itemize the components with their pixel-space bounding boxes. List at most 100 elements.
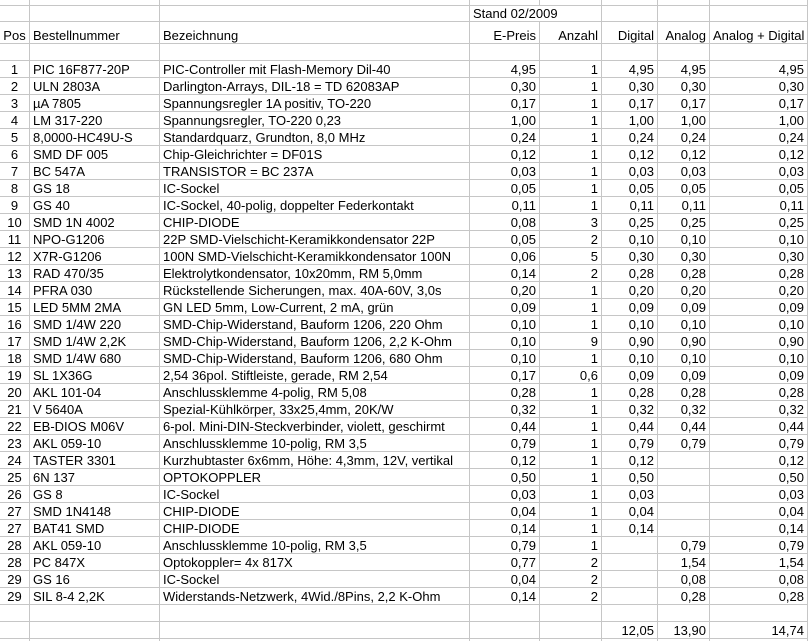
cell-pos[interactable]: 24 xyxy=(0,451,30,469)
cell-analog-digital[interactable]: 0,03 xyxy=(709,485,808,503)
empty-cell[interactable] xyxy=(601,5,658,22)
cell-digital[interactable]: 0,30 xyxy=(601,247,658,265)
cell-analog-digital[interactable]: 0,25 xyxy=(709,213,808,231)
cell-anzahl[interactable]: 1 xyxy=(539,502,602,520)
cell-analog-digital[interactable]: 0,28 xyxy=(709,383,808,401)
empty-cell[interactable] xyxy=(469,621,540,639)
cell-analog[interactable]: 0,03 xyxy=(657,162,710,180)
cell-bestellnummer[interactable]: µA 7805 xyxy=(29,94,160,112)
cell-pos[interactable]: 12 xyxy=(0,247,30,265)
cell-pos[interactable]: 16 xyxy=(0,315,30,333)
cell-anzahl[interactable]: 1 xyxy=(539,536,602,554)
cell-pos[interactable]: 17 xyxy=(0,332,30,350)
cell-bestellnummer[interactable]: LM 317-220 xyxy=(29,111,160,129)
cell-digital[interactable]: 0,10 xyxy=(601,349,658,367)
cell-analog[interactable]: 0,28 xyxy=(657,587,710,605)
empty-cell[interactable] xyxy=(657,43,710,61)
cell-anzahl[interactable]: 1 xyxy=(539,128,602,146)
cell-anzahl[interactable]: 2 xyxy=(539,230,602,248)
header-bezeichnung[interactable]: Bezeichnung xyxy=(159,21,470,44)
cell-analog-digital[interactable]: 1,54 xyxy=(709,553,808,571)
cell-pos[interactable]: 29 xyxy=(0,587,30,605)
empty-cell[interactable] xyxy=(657,5,710,22)
cell-anzahl[interactable]: 1 xyxy=(539,281,602,299)
cell-bestellnummer[interactable]: ULN 2803A xyxy=(29,77,160,95)
cell-digital[interactable]: 0,79 xyxy=(601,434,658,452)
empty-cell[interactable] xyxy=(159,5,470,22)
cell-digital[interactable]: 0,03 xyxy=(601,162,658,180)
cell-digital[interactable]: 0,50 xyxy=(601,468,658,486)
cell-bezeichnung[interactable]: PIC-Controller mit Flash-Memory Dil-40 xyxy=(159,60,470,78)
cell-bezeichnung[interactable]: SMD-Chip-Widerstand, Bauform 1206, 2,2 K… xyxy=(159,332,470,350)
cell-digital[interactable]: 0,44 xyxy=(601,417,658,435)
cell-pos[interactable]: 27 xyxy=(0,519,30,537)
cell-bestellnummer[interactable]: SMD 1/4W 2,2K xyxy=(29,332,160,350)
cell-bezeichnung[interactable]: GN LED 5mm, Low-Current, 2 mA, grün xyxy=(159,298,470,316)
cell-e-preis[interactable]: 0,14 xyxy=(469,519,540,537)
cell-anzahl[interactable]: 1 xyxy=(539,400,602,418)
cell-analog[interactable]: 0,32 xyxy=(657,400,710,418)
cell-digital[interactable]: 0,30 xyxy=(601,77,658,95)
cell-bestellnummer[interactable]: SIL 8-4 2,2K xyxy=(29,587,160,605)
cell-analog[interactable]: 0,10 xyxy=(657,349,710,367)
cell-anzahl[interactable]: 9 xyxy=(539,332,602,350)
cell-analog[interactable]: 0,28 xyxy=(657,264,710,282)
cell-e-preis[interactable]: 0,10 xyxy=(469,315,540,333)
cell-bezeichnung[interactable]: 22P SMD-Vielschicht-Keramikkondensator 2… xyxy=(159,230,470,248)
cell-bezeichnung[interactable]: Kurzhubtaster 6x6mm, Höhe: 4,3mm, 12V, v… xyxy=(159,451,470,469)
cell-analog[interactable]: 0,79 xyxy=(657,434,710,452)
cell-e-preis[interactable]: 0,04 xyxy=(469,502,540,520)
empty-cell[interactable] xyxy=(159,621,470,639)
empty-cell[interactable] xyxy=(601,43,658,61)
cell-anzahl[interactable]: 1 xyxy=(539,60,602,78)
cell-bestellnummer[interactable]: PC 847X xyxy=(29,553,160,571)
cell-analog[interactable] xyxy=(657,502,710,520)
cell-bestellnummer[interactable]: SMD 1/4W 680 xyxy=(29,349,160,367)
cell-digital[interactable]: 0,10 xyxy=(601,315,658,333)
cell-digital[interactable]: 4,95 xyxy=(601,60,658,78)
cell-bestellnummer[interactable]: GS 40 xyxy=(29,196,160,214)
cell-bezeichnung[interactable]: CHIP-DIODE xyxy=(159,213,470,231)
cell-bestellnummer[interactable]: NPO-G1206 xyxy=(29,230,160,248)
cell-bezeichnung[interactable]: IC-Sockel xyxy=(159,570,470,588)
header-e-preis[interactable]: E-Preis xyxy=(469,21,540,44)
cell-bestellnummer[interactable]: V 5640A xyxy=(29,400,160,418)
cell-digital[interactable]: 0,03 xyxy=(601,485,658,503)
cell-analog-digital[interactable]: 0,20 xyxy=(709,281,808,299)
cell-analog[interactable] xyxy=(657,468,710,486)
cell-anzahl[interactable]: 2 xyxy=(539,553,602,571)
cell-anzahl[interactable]: 1 xyxy=(539,94,602,112)
cell-pos[interactable]: 28 xyxy=(0,536,30,554)
cell-bestellnummer[interactable]: SMD DF 005 xyxy=(29,145,160,163)
cell-analog[interactable]: 0,09 xyxy=(657,366,710,384)
cell-analog-digital[interactable]: 0,05 xyxy=(709,179,808,197)
cell-pos[interactable]: 10 xyxy=(0,213,30,231)
total-analog-cell[interactable]: 13,90 xyxy=(657,621,710,639)
cell-bestellnummer[interactable]: PIC 16F877-20P xyxy=(29,60,160,78)
cell-bezeichnung[interactable]: TRANSISTOR = BC 237A xyxy=(159,162,470,180)
empty-cell[interactable] xyxy=(539,621,602,639)
cell-bezeichnung[interactable]: Chip-Gleichrichter = DF01S xyxy=(159,145,470,163)
header-anzahl[interactable]: Anzahl xyxy=(539,21,602,44)
empty-cell[interactable] xyxy=(0,43,30,61)
cell-e-preis[interactable]: 0,11 xyxy=(469,196,540,214)
cell-e-preis[interactable]: 0,77 xyxy=(469,553,540,571)
empty-cell[interactable] xyxy=(709,604,808,622)
cell-analog-digital[interactable]: 0,04 xyxy=(709,502,808,520)
cell-analog-digital[interactable]: 0,10 xyxy=(709,349,808,367)
cell-anzahl[interactable]: 2 xyxy=(539,587,602,605)
cell-digital[interactable]: 0,12 xyxy=(601,145,658,163)
cell-digital[interactable]: 0,28 xyxy=(601,264,658,282)
cell-analog-digital[interactable]: 0,09 xyxy=(709,366,808,384)
cell-bezeichnung[interactable]: SMD-Chip-Widerstand, Bauform 1206, 220 O… xyxy=(159,315,470,333)
cell-bezeichnung[interactable]: Spannungsregler 1A positiv, TO-220 xyxy=(159,94,470,112)
cell-pos[interactable]: 28 xyxy=(0,553,30,571)
empty-cell[interactable] xyxy=(29,621,160,639)
cell-e-preis[interactable]: 4,95 xyxy=(469,60,540,78)
cell-analog-digital[interactable]: 0,03 xyxy=(709,162,808,180)
cell-bestellnummer[interactable]: X7R-G1206 xyxy=(29,247,160,265)
cell-bestellnummer[interactable]: GS 16 xyxy=(29,570,160,588)
empty-cell[interactable] xyxy=(29,5,160,22)
cell-analog[interactable]: 0,05 xyxy=(657,179,710,197)
cell-e-preis[interactable]: 0,14 xyxy=(469,587,540,605)
